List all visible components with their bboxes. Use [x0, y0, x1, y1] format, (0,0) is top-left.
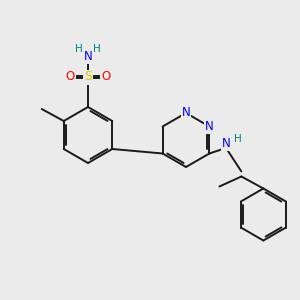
Text: N: N [182, 106, 190, 119]
Text: N: N [222, 137, 231, 150]
Text: H: H [233, 134, 241, 143]
Text: N: N [205, 120, 214, 133]
Text: N: N [84, 50, 92, 64]
Text: O: O [65, 70, 75, 83]
Text: O: O [101, 70, 111, 83]
Text: H: H [75, 44, 83, 54]
Text: S: S [84, 70, 92, 83]
Text: H: H [93, 44, 101, 54]
